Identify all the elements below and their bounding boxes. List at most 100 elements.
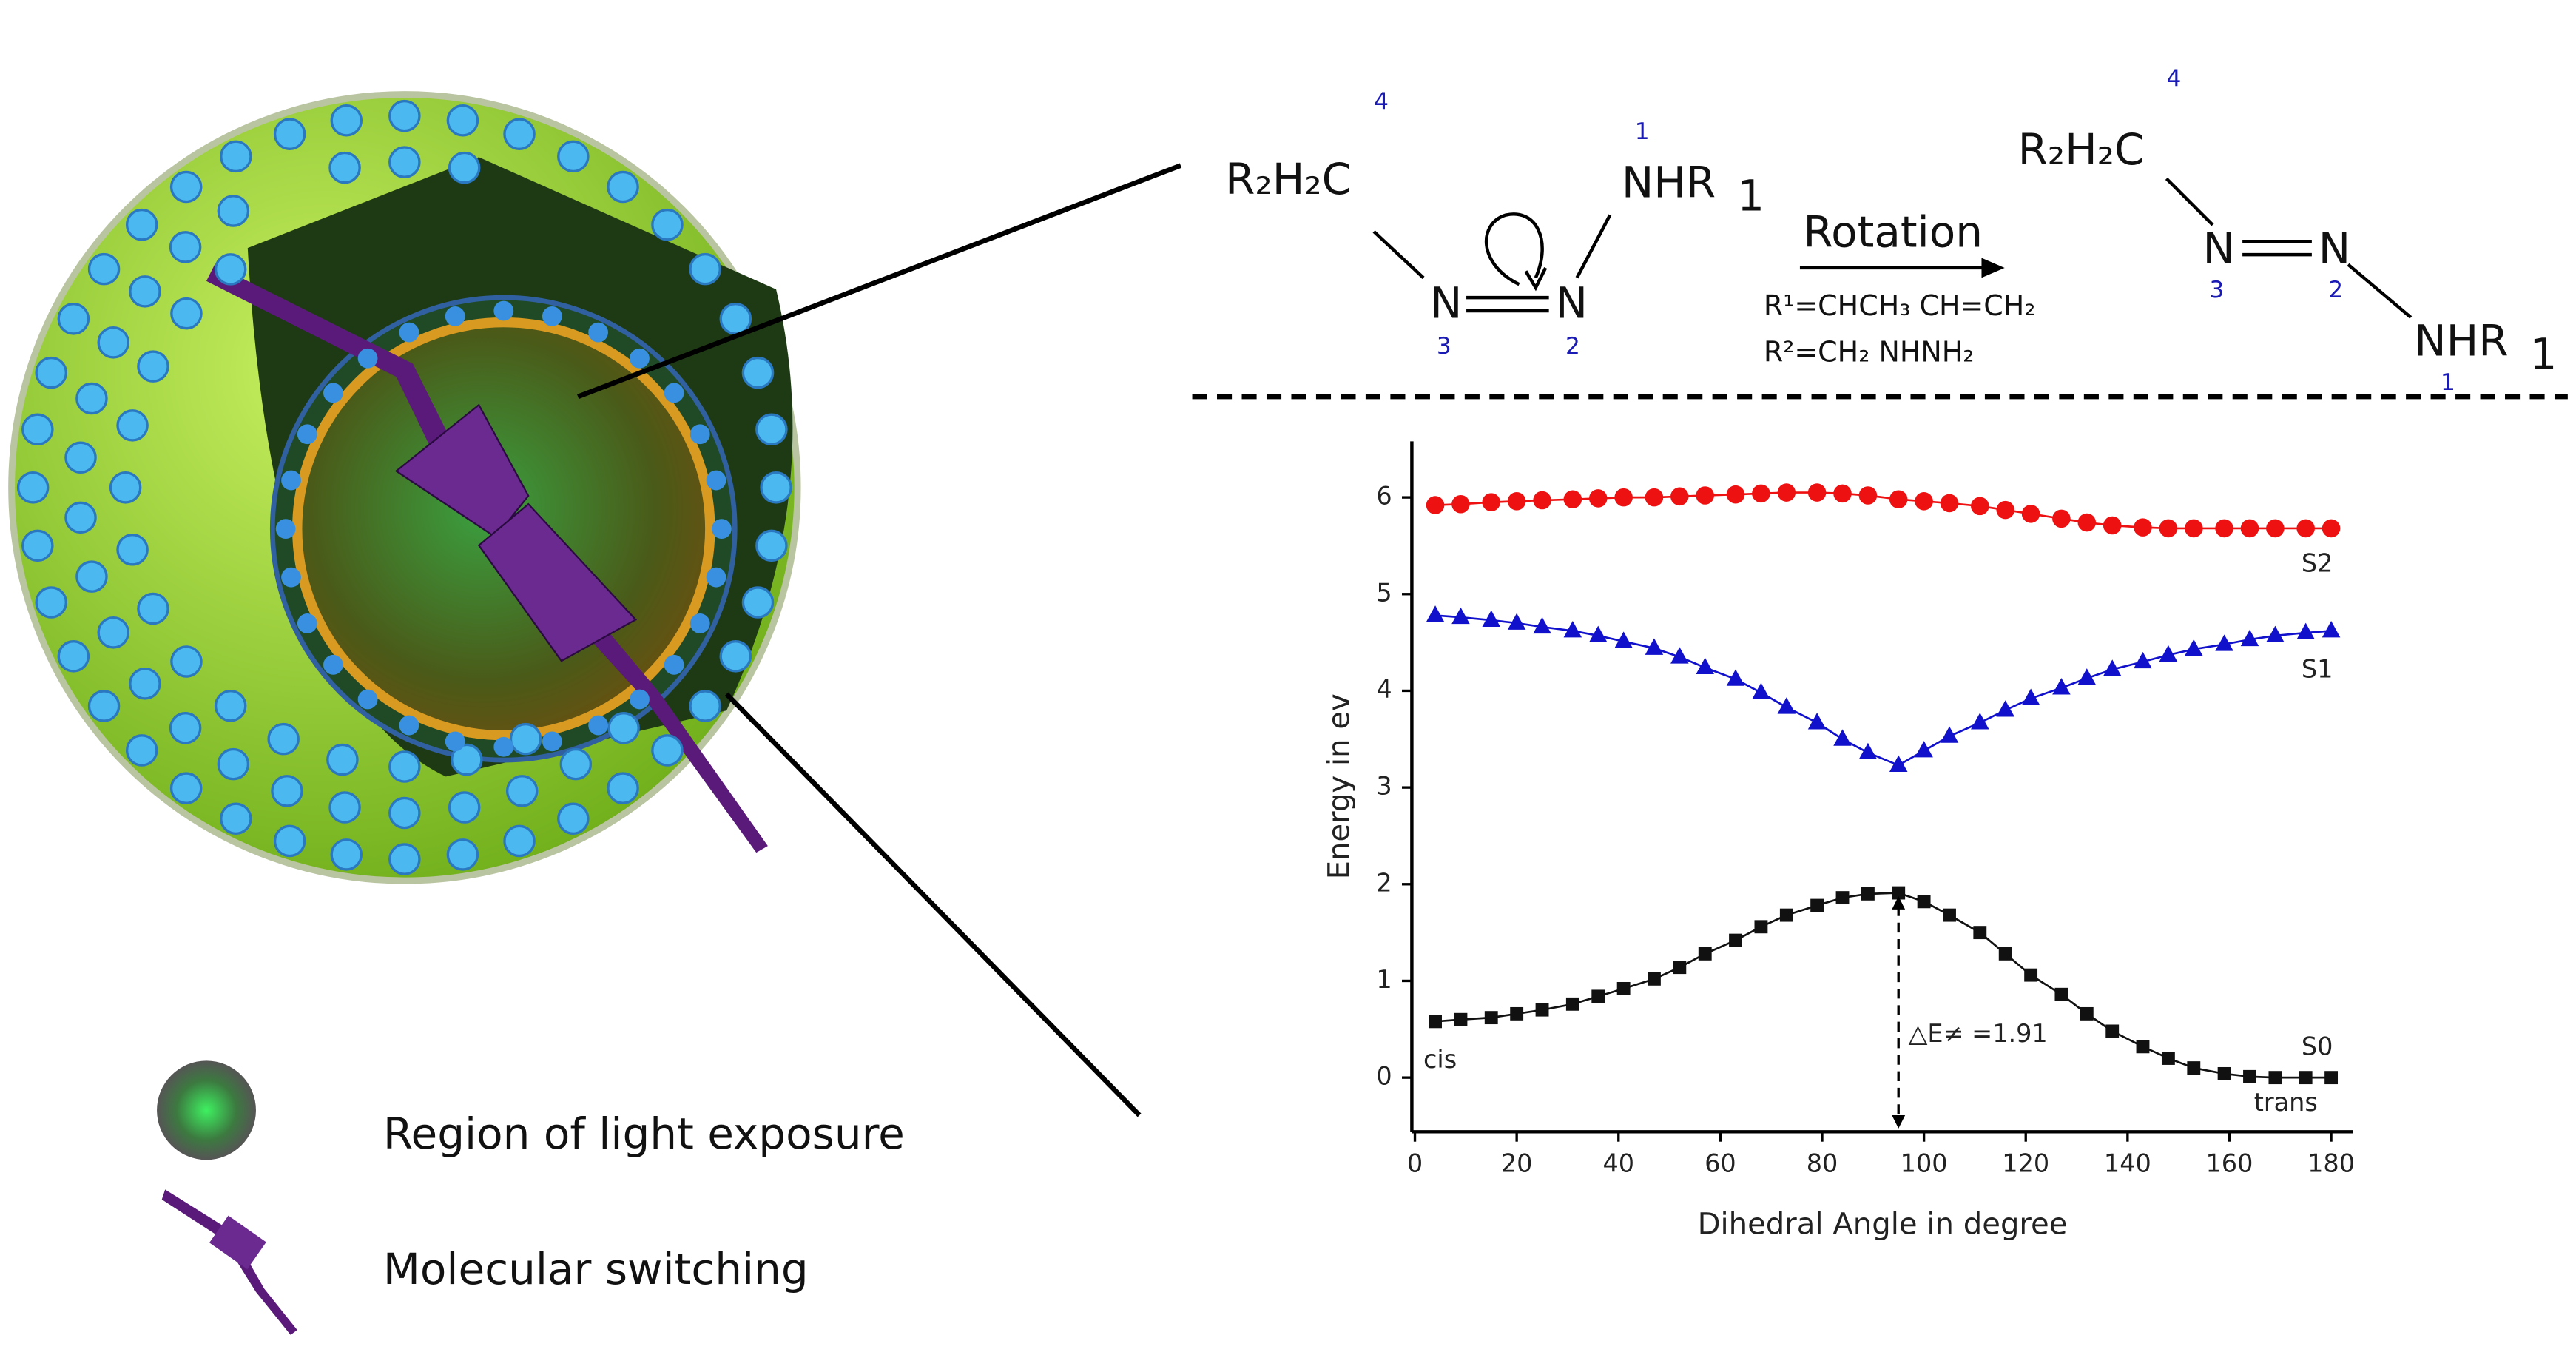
data-point [2134,518,2152,537]
atom [493,300,514,321]
data-point [1779,908,1793,922]
data-point [2268,1071,2282,1085]
data-point [1614,488,1633,507]
atom [16,471,50,504]
data-point [2322,621,2341,638]
data-point [1645,638,1664,655]
series-line [1434,614,2332,767]
chem-atom: N [1556,278,1588,328]
atom [217,195,250,227]
data-point [2052,509,2071,528]
x-tick-label: 140 [2104,1149,2151,1177]
atom-number: 4 [1374,89,1389,115]
data-point [1777,697,1796,714]
atom [542,306,562,326]
data-point [2217,1066,2231,1080]
data-point [1752,682,1770,699]
data-point [2322,519,2341,538]
substituent: R¹=CHCH₃ CH=CH₂ [1764,289,2036,322]
data-point [1698,947,1712,961]
data-point [1858,742,1878,760]
y-tick-label: 0 [1376,1062,1392,1091]
atom [448,791,481,824]
data-point [1645,488,1664,507]
data-point [1614,631,1633,648]
data-point [1451,494,1470,514]
bond [1575,214,1612,279]
annotation-label: △E≠ =1.91 [1909,1019,2048,1048]
data-point [1917,895,1931,909]
atom [664,654,684,675]
data-point [1533,616,1551,634]
atom [35,356,67,389]
data-point [1915,741,1933,758]
data-point [1835,891,1850,905]
data-point [1833,729,1852,746]
atom [170,645,203,678]
x-axis-label: Dihedral Angle in degree [1698,1208,2068,1242]
bond [1372,230,1425,279]
atom [445,731,465,752]
data-point [1973,926,1987,940]
annotation-arrow-head [1892,1114,1906,1129]
data-point [2080,1006,2094,1021]
chem-atom: N [2203,223,2235,274]
data-point [1807,483,1827,502]
data-point [1616,981,1631,995]
legend-label: Molecular switching [383,1244,809,1294]
atom [97,326,129,359]
data-point [1563,490,1582,508]
atom [137,350,169,383]
atom [57,303,90,335]
atom [169,231,202,263]
data-point [2024,968,2038,982]
atom-number: 1 [1635,118,1650,145]
series-label: S2 [2302,549,2333,578]
chem-atom: N [1430,278,1462,328]
atom [399,322,419,343]
data-point [1588,489,1608,508]
data-point [1971,497,1989,516]
data-point [2021,505,2040,523]
data-point [1729,933,1742,947]
data-point [2077,513,2097,532]
x-tick-label: 0 [1407,1149,1423,1177]
atom [125,208,158,241]
data-point [2103,659,2122,676]
atom [706,567,726,588]
atom [689,613,710,633]
data-point [1535,1003,1549,1017]
pointer-line [577,163,1182,400]
bond [2165,177,2214,226]
atom [505,775,539,807]
atom [741,586,775,619]
data-point [1510,1006,1524,1021]
atom [217,747,250,781]
atom [330,104,363,137]
data-point [2134,651,2152,669]
data-point [2215,634,2233,651]
atom [169,772,203,804]
data-point [2240,629,2259,647]
atom [503,118,536,150]
atom [755,529,788,562]
atom [689,690,721,722]
rotation-arrow [1484,212,1544,286]
data-point [2103,516,2122,535]
data-point [1429,1015,1442,1029]
atom [116,409,149,442]
data-point [2077,668,2097,685]
chem-group: NHR [2414,316,2508,366]
data-point [2296,622,2315,639]
atom [109,471,142,504]
x-tick-label: 80 [1807,1149,1838,1177]
atom [273,824,306,858]
atom [169,712,202,744]
atom [719,303,752,335]
data-point [2240,519,2259,538]
atom [719,640,752,673]
atom [220,140,252,173]
atom [323,383,343,403]
atom [323,654,343,675]
y-axis-label: Energy in ev [1322,693,1356,879]
